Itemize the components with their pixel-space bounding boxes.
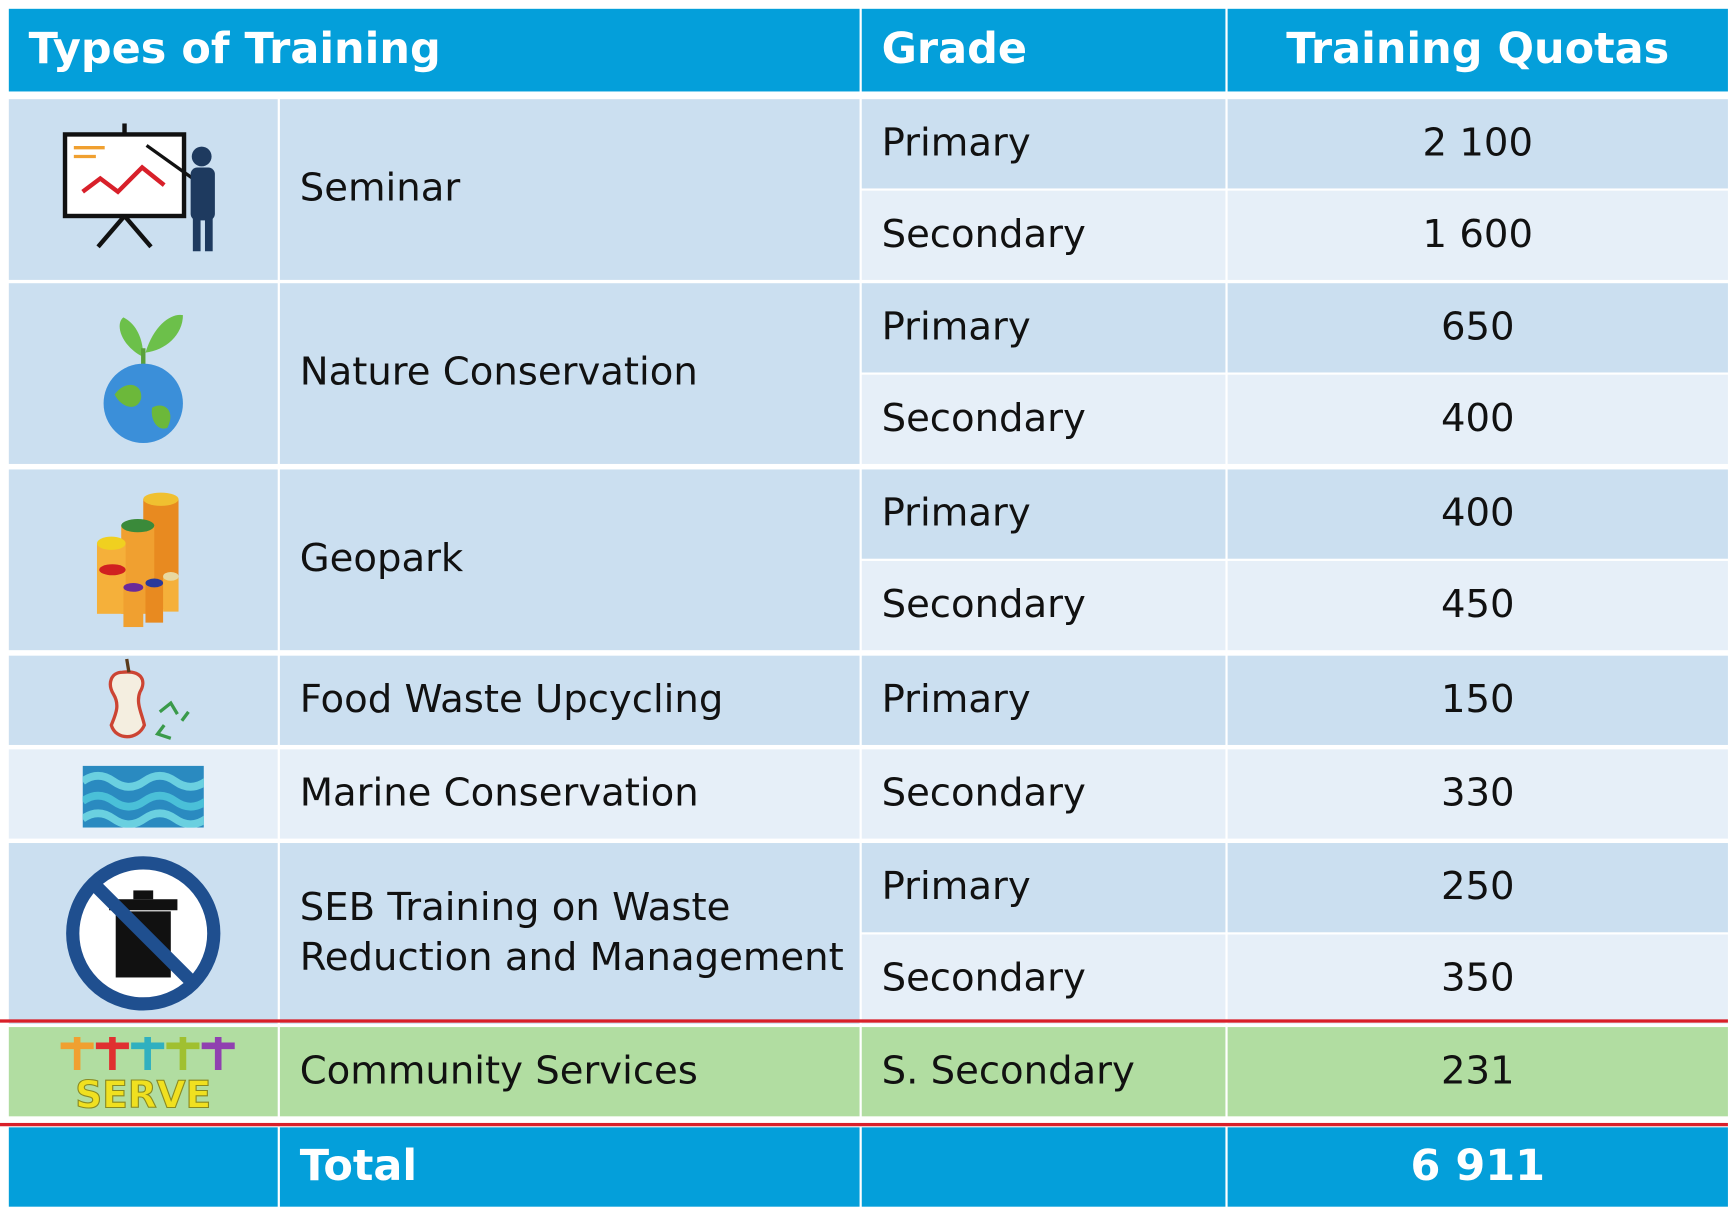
grade: Secondary	[861, 560, 1226, 651]
icon	[82, 765, 204, 828]
icon-cell	[8, 469, 278, 651]
quota: 2 100	[1227, 99, 1728, 189]
total-cell	[8, 1127, 278, 1207]
quota: 231	[1227, 1027, 1728, 1117]
quota: 150	[1227, 655, 1728, 745]
grade: Secondary	[861, 374, 1226, 464]
icon: SERVE	[60, 1036, 235, 1116]
quota: 450	[1227, 560, 1728, 651]
training-type: Food Waste Upcycling	[279, 655, 860, 745]
training-type: Nature Conservation	[279, 283, 860, 464]
total-quota: 6 911	[1227, 1127, 1728, 1207]
icon	[108, 658, 190, 740]
highlight-line	[0, 1122, 1728, 1127]
grade: Secondary	[861, 190, 1226, 280]
quota: 400	[1227, 469, 1728, 559]
grade: Primary	[861, 99, 1226, 189]
quota: 1 600	[1227, 190, 1728, 280]
icon-cell	[8, 283, 278, 464]
icon-cell	[8, 655, 278, 745]
grade: Secondary	[861, 749, 1226, 839]
icon	[66, 856, 221, 1011]
training-type: Marine Conservation	[279, 749, 860, 839]
icon-cell	[8, 843, 278, 1024]
quota: 250	[1227, 843, 1728, 933]
training-type: Geopark	[279, 469, 860, 651]
grade: Primary	[861, 469, 1226, 559]
header-cell: Grade	[861, 8, 1226, 92]
grade: Primary	[861, 655, 1226, 745]
icon-cell	[8, 749, 278, 839]
total-label: Total	[279, 1127, 860, 1207]
highlight-line	[0, 1019, 1728, 1023]
training-type: Seminar	[279, 99, 860, 280]
header-cell: Types of Training	[8, 8, 860, 92]
quota: 350	[1227, 934, 1728, 1024]
icon-cell: SERVE	[8, 1027, 278, 1117]
training-type: SEB Training on Waste Reduction and Mana…	[279, 843, 860, 1024]
quota: 330	[1227, 749, 1728, 839]
grade: Primary	[861, 843, 1226, 933]
grade: Secondary	[861, 934, 1226, 1024]
icon	[62, 123, 215, 252]
total-cell	[861, 1127, 1226, 1207]
icon-cell	[8, 99, 278, 280]
quota: 400	[1227, 374, 1728, 464]
header-cell: Training Quotas	[1227, 8, 1728, 92]
grade: Primary	[861, 283, 1226, 373]
icon	[96, 492, 179, 628]
icon-text: SERVE	[75, 1072, 211, 1116]
training-type: Community Services	[279, 1027, 860, 1117]
icon	[103, 314, 183, 444]
grade: S. Secondary	[861, 1027, 1226, 1117]
quota: 650	[1227, 283, 1728, 373]
